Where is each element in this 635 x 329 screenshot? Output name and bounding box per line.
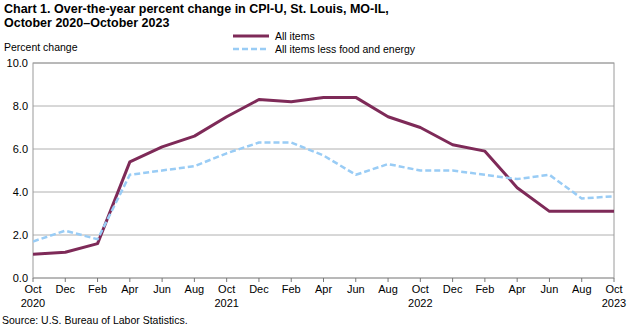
x-tick: [452, 278, 453, 282]
grid-line: [33, 235, 614, 236]
x-tick-label: Jun: [347, 283, 365, 295]
x-tick-label: Dec: [249, 283, 269, 295]
grid-line: [33, 106, 614, 107]
source: Source: U.S. Bureau of Labor Statistics.: [2, 314, 188, 326]
y-axis-label: Percent change: [4, 41, 78, 53]
x-tick: [162, 278, 163, 282]
x-tick-label: Oct2020: [21, 283, 45, 309]
x-tick-label: Apr: [509, 283, 526, 295]
y-tick-label: 4.0: [13, 186, 28, 198]
y-tick-label: 8.0: [13, 100, 28, 112]
series-line: [33, 97, 614, 254]
legend-label: All items: [275, 30, 315, 42]
legend-key: [233, 48, 269, 51]
legend-label: All items less food and energy: [275, 43, 416, 55]
grid-line: [33, 149, 614, 150]
x-tick-label: Oct2022: [408, 283, 432, 309]
x-tick: [65, 278, 66, 282]
x-tick-label: Apr: [315, 283, 332, 295]
title: Chart 1. Over-the-year percent change in…: [4, 2, 389, 30]
x-tick: [484, 278, 485, 282]
x-tick-label: Jun: [541, 283, 559, 295]
x-tick: [97, 278, 98, 282]
x-tick: [258, 278, 259, 282]
x-tick-label: Apr: [121, 283, 138, 295]
x-tick: [581, 278, 582, 282]
x-tick: [355, 278, 356, 282]
x-tick-label: Oct2023: [602, 283, 626, 309]
x-tick: [194, 278, 195, 282]
chart: Chart 1. Over-the-year percent change in…: [0, 0, 635, 329]
x-tick: [323, 278, 324, 282]
x-tick-label: Dec: [443, 283, 463, 295]
x-tick-label: Feb: [475, 283, 494, 295]
x-tick: [517, 278, 518, 282]
x-tick-label: Aug: [572, 283, 592, 295]
y-tick-label: 10.0: [7, 57, 28, 69]
legend-key: [233, 35, 269, 38]
x-tick-label: Aug: [378, 283, 398, 295]
x-tick-label: Feb: [282, 283, 301, 295]
x-tick: [420, 278, 421, 282]
y-tick-label: 2.0: [13, 229, 28, 241]
y-tick-label: 6.0: [13, 143, 28, 155]
x-tick: [226, 278, 227, 282]
x-tick-label: Jun: [153, 283, 171, 295]
x-tick-label: Aug: [185, 283, 205, 295]
plot-area: [33, 97, 614, 254]
x-tick: [388, 278, 389, 282]
x-tick-label: Feb: [88, 283, 107, 295]
plot-frame: [33, 63, 614, 278]
series-line: [33, 143, 614, 242]
x-tick: [129, 278, 130, 282]
x-tick-label: Oct2021: [214, 283, 238, 309]
x-tick: [614, 278, 615, 282]
x-tick: [549, 278, 550, 282]
x-tick: [291, 278, 292, 282]
x-tick-label: Dec: [55, 283, 75, 295]
x-tick: [33, 278, 34, 282]
